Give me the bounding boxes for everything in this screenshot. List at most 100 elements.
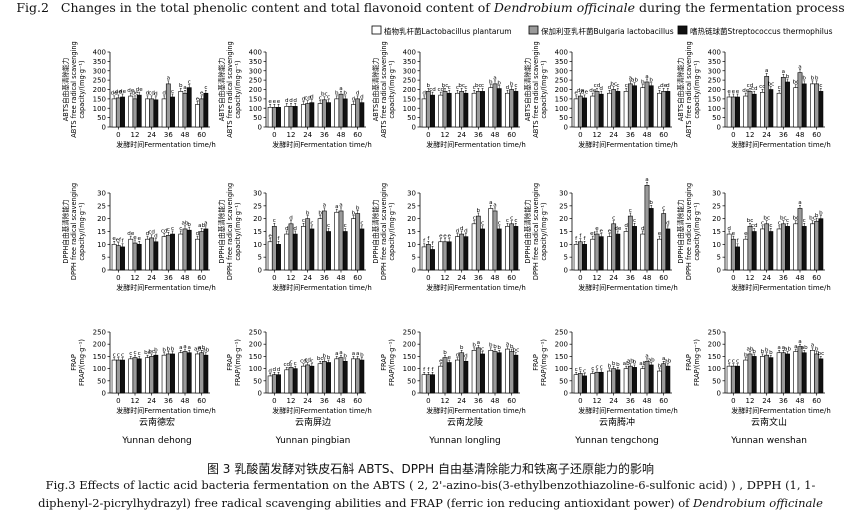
y-tick-label: 0 <box>102 267 106 275</box>
bar <box>195 104 200 128</box>
x-tick-label: 36 <box>779 131 788 139</box>
bar <box>446 92 452 128</box>
significance-label: c <box>514 218 517 224</box>
bar <box>355 98 361 128</box>
significance-label: b <box>187 222 191 228</box>
y-tick-label: 30 <box>559 190 568 198</box>
bar <box>186 229 192 271</box>
significance-label: bc <box>148 349 155 355</box>
bar <box>267 107 273 128</box>
bar <box>351 104 356 128</box>
significance-label: b <box>497 80 501 86</box>
x-tick-label: 12 <box>287 131 296 139</box>
bar <box>292 106 298 128</box>
bar <box>818 358 824 394</box>
y-tick-label: 50 <box>712 114 721 122</box>
y-tick-label: 250 <box>708 77 721 85</box>
significance-label: e <box>133 235 137 241</box>
significance-label: c <box>188 79 191 85</box>
significance-label: a <box>794 344 797 350</box>
significance-label: d <box>293 226 297 232</box>
region-name-cn-4: 云南腾冲 <box>599 416 635 428</box>
x-tick-label: 48 <box>643 131 652 139</box>
significance-label: a <box>798 64 801 70</box>
significance-label: a <box>323 203 326 209</box>
bar <box>648 85 654 128</box>
significance-label: b <box>154 348 158 354</box>
panel-frap-2: 0 50 100 150 200 250 FRAP FRAP/(mg·g⁻¹) 0 d d d 12 cd… <box>226 329 372 416</box>
y-tick-label: 100 <box>249 365 262 373</box>
y-tick-label: 50 <box>712 377 721 385</box>
significance-label: a <box>645 177 648 183</box>
y-tick-label: 5 <box>717 254 721 262</box>
y-tick-label: 20 <box>253 215 262 223</box>
significance-label: b <box>427 83 431 89</box>
significance-label: a <box>798 339 801 345</box>
x-tick-label: 0 <box>578 274 582 282</box>
significance-label: d <box>460 226 464 232</box>
x-tick-label: 60 <box>659 131 668 139</box>
bar <box>768 357 774 394</box>
x-tick-label: 36 <box>779 397 788 405</box>
bar <box>115 97 121 128</box>
y-tick-label: 150 <box>249 95 262 103</box>
significance-label: bc <box>144 350 151 356</box>
bar <box>810 349 815 394</box>
bar <box>488 87 494 128</box>
y-tick-label: 0 <box>564 390 568 398</box>
bar <box>342 98 348 128</box>
y-label-line: ABTS自由基清除能力 <box>217 58 226 121</box>
significance-label: c <box>761 221 764 227</box>
y-label-line: DPPH自由基清除能力 <box>371 199 380 263</box>
significance-label: b <box>744 352 748 358</box>
significance-label: b <box>356 205 360 211</box>
bar <box>785 81 790 128</box>
significance-label: f <box>737 239 740 245</box>
significance-label: c <box>448 85 451 91</box>
y-tick-label: 250 <box>403 77 416 85</box>
significance-label: c <box>481 83 484 89</box>
x-tick-label: 48 <box>796 274 805 282</box>
significance-label: b <box>649 78 653 84</box>
significance-label: a <box>629 76 632 82</box>
y-label-line: ABTS free radical scavenging <box>532 41 540 137</box>
significance-label: cd <box>594 83 601 89</box>
bar <box>355 358 361 394</box>
significance-label: f <box>122 239 125 245</box>
y-tick-label: 350 <box>708 58 721 66</box>
significance-label: c <box>171 89 174 95</box>
y-tick-label: 350 <box>249 58 262 66</box>
bar <box>438 241 444 271</box>
bar <box>132 242 138 271</box>
y-tick-label: 400 <box>708 49 721 57</box>
y-tick-label: 20 <box>712 215 721 223</box>
x-tick-label: 36 <box>626 274 635 282</box>
bar <box>598 236 604 271</box>
y-tick-label: 25 <box>559 202 568 210</box>
bar <box>644 81 650 128</box>
x-tick-label: 0 <box>116 131 120 139</box>
significance-label: a <box>798 200 801 206</box>
region-name-cn-1: 云南德宏 <box>139 416 175 428</box>
bar <box>305 364 311 394</box>
y-tick-label: 400 <box>249 49 262 57</box>
bar <box>496 88 502 128</box>
bar <box>726 233 732 271</box>
x-tick-label: 60 <box>812 131 821 139</box>
y-label-line: DPPH free radical scavenging <box>532 183 540 280</box>
significance-label: b <box>343 354 347 360</box>
significance-label: ab <box>182 221 189 227</box>
bar <box>747 353 753 394</box>
y-tick-label: 0 <box>412 124 416 132</box>
bar <box>359 102 365 128</box>
significance-label: bc <box>763 216 770 222</box>
y-tick-label: 15 <box>559 228 568 236</box>
bar <box>186 352 192 394</box>
bar <box>582 375 587 394</box>
region-name-en-5: Yunnan wenshan <box>730 436 807 446</box>
y-tick-label: 250 <box>93 329 106 337</box>
significance-label: ab <box>801 345 808 351</box>
significance-label: cd <box>751 223 758 229</box>
x-tick-label: 36 <box>164 274 173 282</box>
fig2-caption: Fig.2 Changes in the total phenolic cont… <box>0 0 861 16</box>
